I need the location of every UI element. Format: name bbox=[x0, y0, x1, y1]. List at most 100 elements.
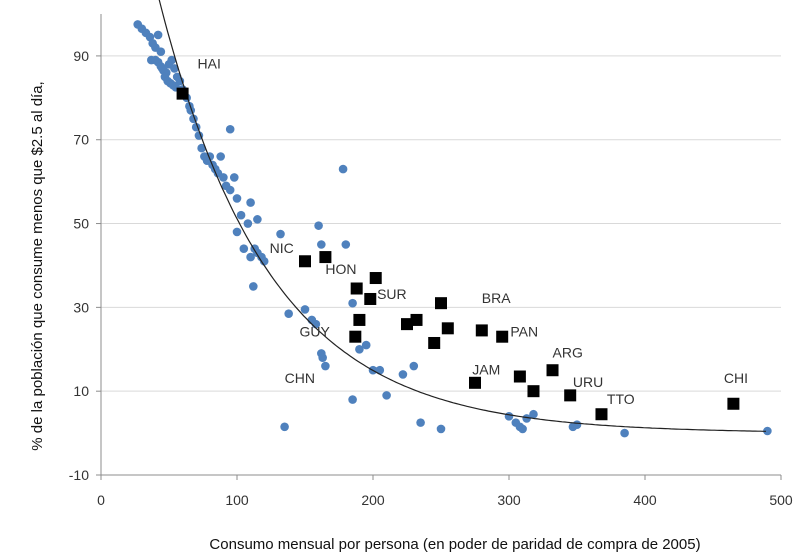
world-point bbox=[229, 173, 239, 182]
world-point bbox=[338, 164, 348, 174]
country-label: URU bbox=[573, 374, 603, 390]
world-point bbox=[284, 309, 293, 318]
world-point bbox=[246, 252, 255, 262]
x-tick-label: 0 bbox=[97, 492, 105, 508]
world-point bbox=[225, 185, 235, 195]
country-label: TTO bbox=[607, 391, 635, 407]
y-tick-label: 90 bbox=[73, 48, 89, 64]
country-label: SUR bbox=[377, 286, 407, 302]
lac-point bbox=[513, 370, 526, 383]
world-point bbox=[398, 370, 408, 379]
world-point bbox=[572, 420, 582, 430]
world-point bbox=[243, 219, 253, 228]
country-label: GUY bbox=[300, 324, 331, 340]
world-point bbox=[348, 395, 357, 404]
world-point bbox=[529, 409, 538, 419]
world-point bbox=[232, 194, 242, 203]
lac-point bbox=[469, 376, 481, 389]
world-point bbox=[321, 361, 330, 371]
lac-point bbox=[595, 408, 608, 421]
world-point bbox=[219, 173, 228, 182]
country-label: HAI bbox=[198, 55, 221, 71]
lac-point bbox=[349, 330, 362, 343]
world-point bbox=[318, 353, 327, 362]
world-point bbox=[197, 143, 206, 153]
world-point bbox=[522, 414, 531, 423]
world-point bbox=[157, 64, 167, 73]
world-point bbox=[361, 340, 371, 350]
lac-point bbox=[727, 397, 740, 410]
lac-point bbox=[564, 389, 577, 402]
world-point bbox=[504, 412, 514, 421]
axes bbox=[96, 14, 782, 480]
country-label: JAM bbox=[472, 361, 500, 377]
world-point bbox=[317, 240, 326, 249]
y-tick-label: 50 bbox=[73, 216, 89, 232]
lac-point bbox=[364, 292, 377, 305]
world-point bbox=[355, 344, 364, 354]
world-point bbox=[280, 422, 289, 432]
world-point bbox=[409, 361, 419, 371]
x-tick-labels: 0 100 200 300 400 500 bbox=[97, 492, 793, 508]
x-tick-label: 400 bbox=[633, 492, 657, 508]
world-point bbox=[249, 282, 258, 291]
world-point bbox=[341, 240, 351, 249]
lac-point bbox=[496, 330, 509, 343]
world-point bbox=[348, 298, 357, 308]
x-axis-title: Consumo mensual por persona (en poder de… bbox=[209, 536, 700, 553]
y-tick-labels: -10 10 30 50 70 90 bbox=[69, 48, 89, 483]
world-point bbox=[167, 55, 177, 65]
country-label: PAN bbox=[510, 324, 538, 340]
x-tick-label: 500 bbox=[769, 492, 793, 508]
world-point bbox=[276, 229, 285, 239]
world-point bbox=[259, 256, 269, 266]
world-point bbox=[518, 424, 527, 434]
y-tick-label: 70 bbox=[73, 132, 89, 148]
lac-point bbox=[319, 251, 332, 264]
lac-point bbox=[369, 272, 382, 285]
y-tick-label: 30 bbox=[73, 299, 89, 315]
country-label: ARG bbox=[553, 345, 583, 361]
country-label: CHN bbox=[285, 370, 315, 386]
country-label: CHI bbox=[724, 370, 748, 386]
world-point bbox=[382, 391, 391, 400]
world-point bbox=[156, 47, 166, 57]
world-point bbox=[232, 227, 242, 237]
country-label: HON bbox=[325, 261, 356, 277]
world-point bbox=[153, 30, 163, 40]
y-tick-label: 10 bbox=[73, 383, 89, 399]
world-point bbox=[239, 244, 249, 253]
world-point bbox=[225, 124, 235, 134]
country-label: BRA bbox=[482, 290, 511, 306]
world-point bbox=[216, 152, 225, 161]
world-point bbox=[620, 428, 629, 438]
lac-point bbox=[428, 336, 441, 349]
fit-curve bbox=[158, 0, 766, 432]
lac-point bbox=[353, 313, 366, 326]
world-point bbox=[763, 426, 772, 436]
lac-point bbox=[475, 324, 488, 337]
world-point bbox=[416, 418, 425, 427]
x-tick-label: 300 bbox=[497, 492, 521, 508]
country-label: NIC bbox=[270, 240, 294, 256]
world-point bbox=[236, 210, 246, 220]
y-axis-title: % de la población que consume menos que … bbox=[29, 81, 46, 450]
lac-point bbox=[441, 322, 454, 335]
lac-points bbox=[176, 87, 740, 421]
world-point bbox=[436, 424, 446, 434]
x-tick-label: 100 bbox=[225, 492, 249, 508]
y-tick-label: -10 bbox=[69, 467, 89, 483]
world-point bbox=[375, 365, 385, 375]
lac-point bbox=[546, 364, 559, 377]
world-point bbox=[253, 215, 262, 224]
world-points bbox=[133, 20, 772, 438]
x-tick-label: 200 bbox=[361, 492, 385, 508]
world-point bbox=[314, 221, 323, 230]
world-point bbox=[300, 305, 310, 314]
lac-point bbox=[176, 87, 189, 100]
world-point bbox=[246, 198, 255, 207]
gridlines bbox=[101, 55, 781, 392]
lac-point bbox=[435, 297, 447, 310]
